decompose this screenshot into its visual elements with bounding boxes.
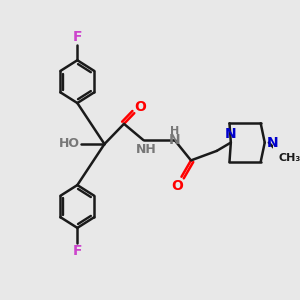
Text: O: O (134, 100, 146, 114)
Text: F: F (73, 30, 82, 44)
Text: H: H (170, 126, 179, 136)
Text: O: O (172, 179, 183, 193)
Text: N: N (169, 133, 181, 147)
Text: F: F (73, 244, 82, 258)
Text: N: N (267, 136, 279, 150)
Text: CH₃: CH₃ (279, 153, 300, 163)
Text: NH: NH (136, 142, 157, 156)
Text: N: N (225, 127, 237, 141)
Text: HO: HO (59, 137, 80, 150)
